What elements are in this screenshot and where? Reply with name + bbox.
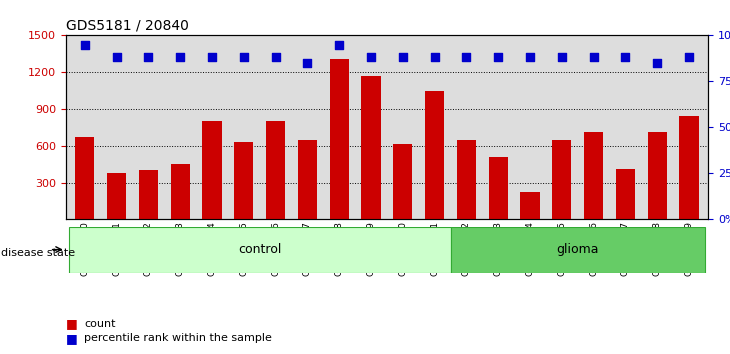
Text: GDS5181 / 20840: GDS5181 / 20840 bbox=[66, 19, 188, 33]
Bar bbox=[425, 91, 444, 219]
Point bbox=[397, 55, 409, 60]
Bar bbox=[553, 140, 572, 219]
Text: disease state: disease state bbox=[1, 248, 76, 258]
Point bbox=[429, 55, 440, 60]
Bar bbox=[234, 142, 253, 219]
Point bbox=[588, 55, 599, 60]
Point bbox=[111, 55, 123, 60]
Point bbox=[683, 55, 695, 60]
Point bbox=[334, 42, 345, 47]
Point bbox=[79, 42, 91, 47]
Bar bbox=[616, 169, 635, 219]
Point bbox=[524, 55, 536, 60]
Point bbox=[206, 55, 218, 60]
Bar bbox=[139, 170, 158, 219]
Text: glioma: glioma bbox=[556, 243, 599, 256]
Bar bbox=[648, 132, 666, 219]
Bar bbox=[266, 121, 285, 219]
Point bbox=[651, 60, 663, 66]
Text: percentile rank within the sample: percentile rank within the sample bbox=[84, 333, 272, 343]
Point bbox=[492, 55, 504, 60]
Point bbox=[270, 55, 282, 60]
Text: ■: ■ bbox=[66, 332, 77, 344]
Point bbox=[365, 55, 377, 60]
Bar bbox=[520, 193, 539, 219]
Bar bbox=[75, 137, 94, 219]
Bar bbox=[488, 157, 508, 219]
Point bbox=[142, 55, 154, 60]
Text: count: count bbox=[84, 319, 115, 329]
Bar bbox=[457, 140, 476, 219]
Bar bbox=[107, 173, 126, 219]
Point bbox=[301, 60, 313, 66]
Text: control: control bbox=[238, 243, 281, 256]
Bar bbox=[171, 164, 190, 219]
Bar bbox=[202, 121, 221, 219]
Bar bbox=[680, 116, 699, 219]
Point bbox=[620, 55, 631, 60]
Point bbox=[174, 55, 186, 60]
FancyBboxPatch shape bbox=[450, 227, 705, 273]
FancyBboxPatch shape bbox=[69, 227, 450, 273]
Point bbox=[461, 55, 472, 60]
Bar bbox=[330, 59, 349, 219]
Bar bbox=[298, 140, 317, 219]
Point bbox=[556, 55, 568, 60]
Bar bbox=[584, 132, 603, 219]
Text: ■: ■ bbox=[66, 318, 77, 330]
Point bbox=[238, 55, 250, 60]
Bar bbox=[361, 76, 380, 219]
Bar bbox=[393, 144, 412, 219]
